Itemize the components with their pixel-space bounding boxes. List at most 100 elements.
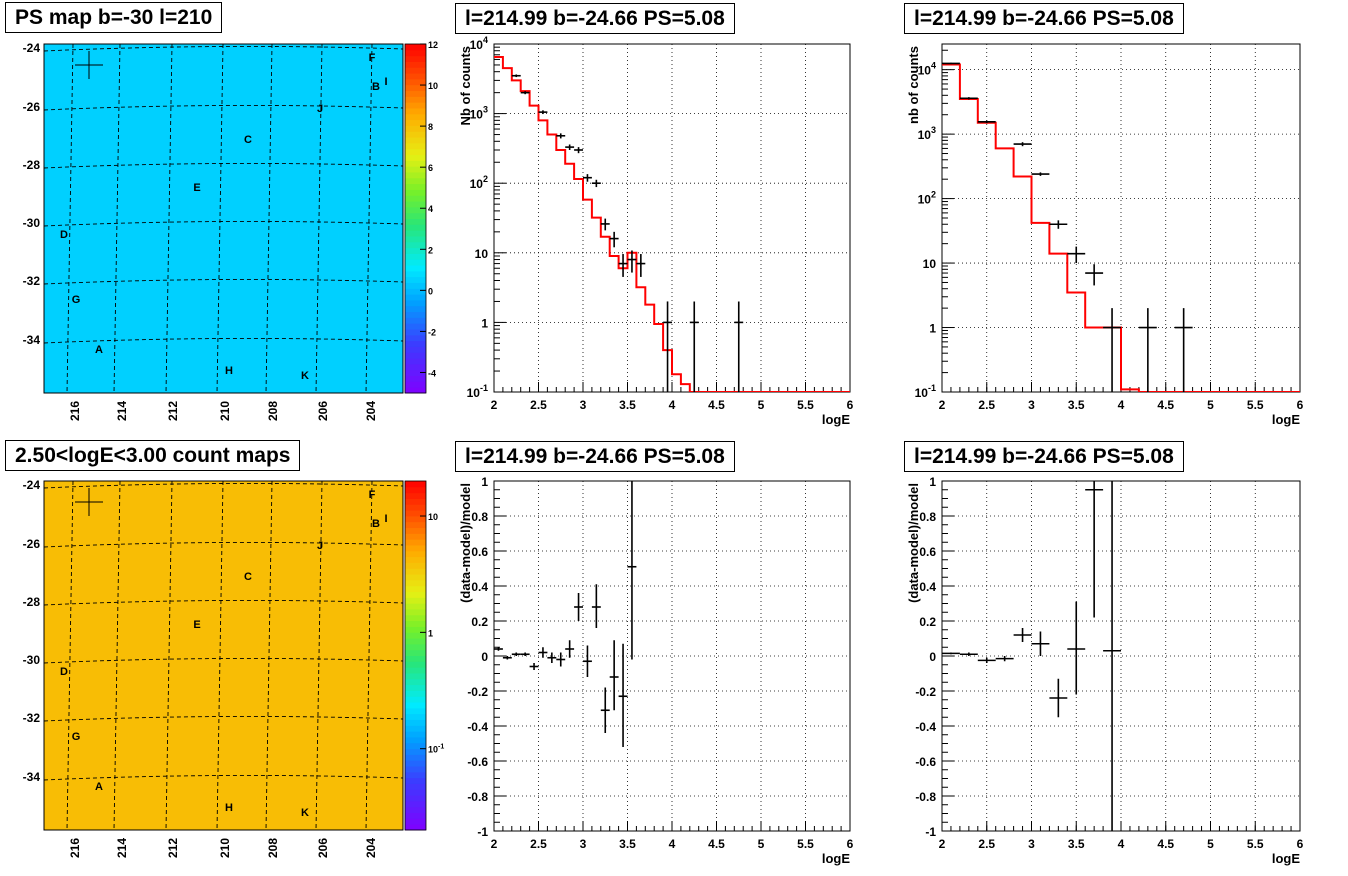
y-tick-label: 104 bbox=[470, 35, 488, 52]
map-y-tick-label: -28 bbox=[23, 158, 41, 172]
data-point-5 bbox=[1049, 220, 1068, 229]
source-label-J: J bbox=[317, 540, 323, 552]
colorbar-tick-label: -4 bbox=[428, 368, 436, 378]
data-point-8 bbox=[565, 640, 575, 658]
x-tick-label: 6 bbox=[847, 837, 854, 851]
y-axis-title: (data-model)/model bbox=[906, 483, 921, 603]
y-tick-label: 0.2 bbox=[471, 615, 488, 629]
x-tick-label: 5 bbox=[758, 398, 765, 412]
source-label-E: E bbox=[193, 619, 200, 631]
colorbar: 12 10 8 6 4 2 0 -2 -4 bbox=[404, 40, 438, 394]
map-x-tick-label: 212 bbox=[166, 401, 180, 421]
model-step-line bbox=[494, 56, 850, 392]
title-residuals-1: l=214.99 b=-24.66 PS=5.08 bbox=[455, 441, 735, 472]
source-label-J: J bbox=[317, 103, 323, 115]
colorbar-tick-label: -2 bbox=[428, 327, 436, 337]
map-x-tick-label: 214 bbox=[115, 401, 129, 421]
y-tick-label: 10-1 bbox=[915, 383, 936, 400]
colorbar-tick-label: 10 bbox=[428, 512, 438, 522]
x-tick-label: 5 bbox=[1207, 837, 1214, 851]
meridian-line bbox=[365, 480, 373, 831]
x-axis-title: logE bbox=[822, 412, 850, 427]
plot-panel-4: 2 2.5 3 3.5 4 4.5 5 5.5 6 1 0.8 0.6 0.4 0.2 0 -0.2 -0.4 -… bbox=[458, 475, 854, 866]
data-point-4 bbox=[565, 144, 575, 150]
colorbar-tick-label: 10 bbox=[428, 81, 438, 91]
plot-frame bbox=[493, 43, 851, 393]
y-axis-title: nb of counts bbox=[906, 46, 921, 124]
source-label-K: K bbox=[301, 807, 309, 819]
x-tick-label: 2.5 bbox=[978, 398, 995, 412]
data-point-1 bbox=[502, 656, 512, 660]
source-label-B: B bbox=[372, 518, 380, 530]
map-y-tick-label: -34 bbox=[23, 770, 41, 784]
x-axis-title: logE bbox=[1272, 412, 1300, 427]
x-tick-label: 4 bbox=[1118, 837, 1125, 851]
meridian-line bbox=[216, 480, 224, 831]
y-tick-label: 0.6 bbox=[471, 545, 488, 559]
data-point-0 bbox=[942, 62, 960, 65]
x-tick-label: 6 bbox=[1297, 398, 1304, 412]
source-label-C: C bbox=[244, 571, 252, 583]
plot-panel-2: 2 2.5 3 3.5 4 4.5 5 5.5 6 10-1 1 10 102 103 104 logE nb … bbox=[906, 43, 1304, 427]
data-point-2 bbox=[538, 110, 548, 115]
y-tick-label: -0.4 bbox=[915, 720, 936, 734]
source-label-A: A bbox=[95, 781, 103, 793]
map-x-tick-label: 208 bbox=[266, 401, 280, 421]
y-tick-label: -0.6 bbox=[467, 755, 488, 769]
meridian-line bbox=[66, 480, 74, 831]
x-tick-label: 4 bbox=[669, 837, 676, 851]
meridian-line bbox=[216, 43, 224, 394]
source-label-F: F bbox=[369, 489, 376, 501]
map-coordinate-grid bbox=[43, 480, 404, 831]
map-frame bbox=[43, 43, 404, 394]
data-point-10 bbox=[618, 254, 628, 277]
map-x-tick-label: 210 bbox=[218, 401, 232, 421]
data-point-6 bbox=[1067, 246, 1086, 264]
colorbar-tick-label: 1 bbox=[428, 628, 433, 638]
meridian-line bbox=[365, 43, 373, 394]
parallel-line bbox=[43, 278, 404, 285]
map-y-tick-label: -24 bbox=[23, 478, 41, 492]
parallel-line bbox=[43, 541, 404, 548]
data-point-3 bbox=[995, 656, 1014, 662]
parallel-line bbox=[43, 599, 404, 606]
source-label-H: H bbox=[225, 365, 233, 377]
x-tick-label: 5 bbox=[1207, 398, 1214, 412]
source-label-B: B bbox=[372, 81, 380, 93]
map-x-tick-label: 216 bbox=[68, 838, 82, 858]
parallel-line bbox=[43, 774, 404, 781]
x-tick-label: 6 bbox=[1297, 837, 1304, 851]
y-tick-label: 102 bbox=[918, 190, 936, 207]
map-x-tick-label: 204 bbox=[364, 401, 378, 421]
x-tick-label: 6 bbox=[847, 398, 854, 412]
model-step-line bbox=[942, 63, 1300, 392]
x-tick-label: 3 bbox=[580, 398, 587, 412]
parallel-line bbox=[43, 657, 404, 664]
data-point-14 bbox=[618, 643, 628, 747]
data-point-10 bbox=[1174, 308, 1193, 392]
y-tick-label: 0.8 bbox=[471, 510, 488, 524]
map-coordinate-grid bbox=[43, 43, 404, 394]
x-tick-label: 4 bbox=[1118, 398, 1125, 412]
source-label-E: E bbox=[193, 182, 200, 194]
data-point-11 bbox=[627, 250, 637, 273]
map-panel-3: F B I J C E D G A H K 216 214 212 210 208 206 204 -24 -26 -2… bbox=[23, 478, 445, 858]
data-point-12 bbox=[636, 254, 646, 277]
data-point-2 bbox=[977, 657, 996, 663]
data-point-9 bbox=[574, 593, 583, 621]
source-label-G: G bbox=[72, 731, 81, 743]
map-frame bbox=[43, 480, 404, 831]
data-point-7 bbox=[1067, 601, 1086, 695]
source-label-I: I bbox=[384, 76, 387, 88]
y-tick-label: 0.4 bbox=[919, 580, 936, 594]
x-tick-label: 3 bbox=[580, 837, 587, 851]
map-x-tick-label: 204 bbox=[364, 838, 378, 858]
y-tick-label: 1 bbox=[929, 475, 936, 489]
data-point-6 bbox=[547, 652, 557, 663]
parallel-line bbox=[43, 715, 404, 722]
x-tick-label: 2 bbox=[491, 398, 498, 412]
y-tick-label: 10 bbox=[923, 257, 937, 271]
y-tick-label: 102 bbox=[470, 174, 488, 191]
colorbar-frame bbox=[404, 43, 427, 394]
